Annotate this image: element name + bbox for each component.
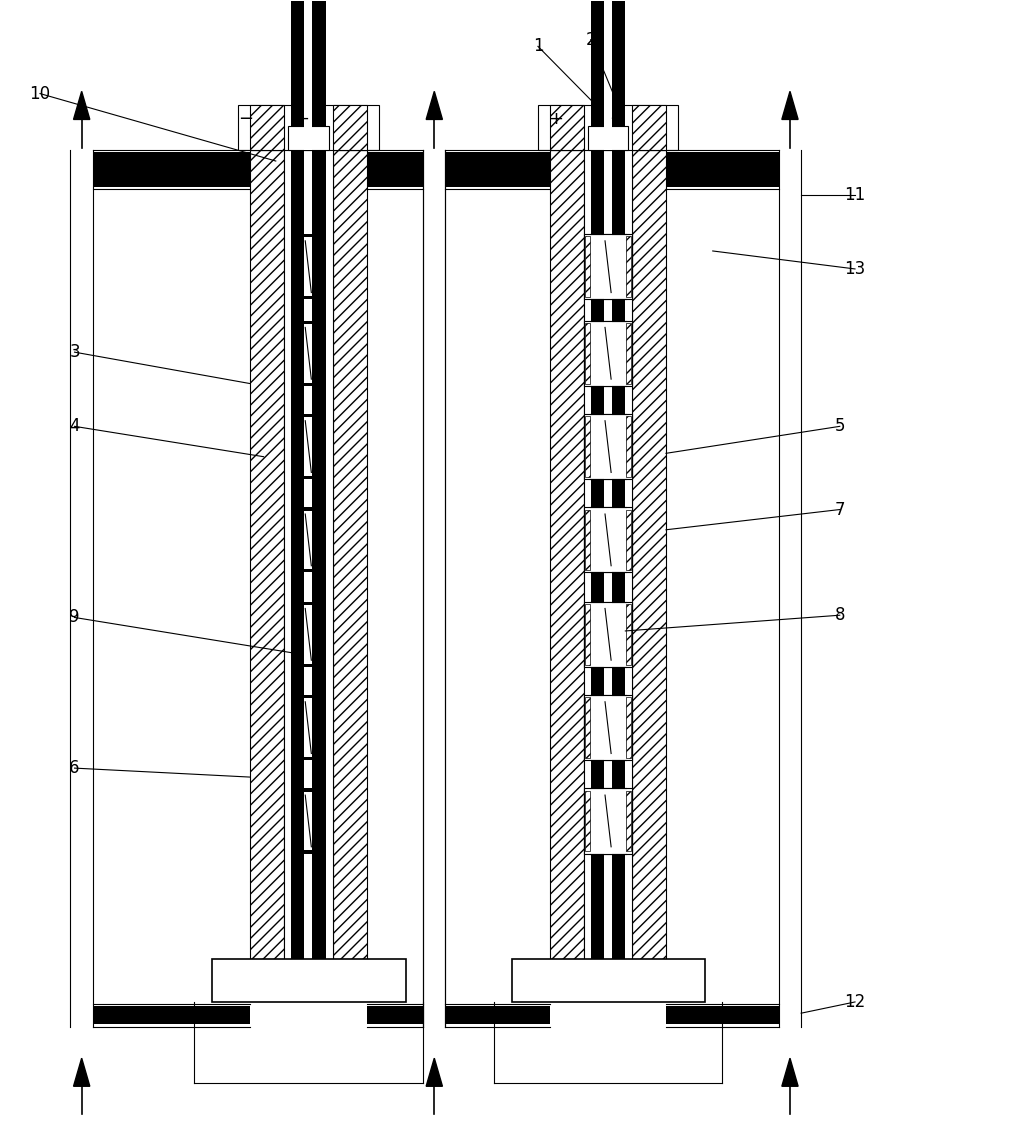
Bar	[291, 695, 325, 761]
Text: 12: 12	[845, 993, 866, 1011]
Polygon shape	[782, 1058, 798, 1086]
Bar	[604, 695, 612, 761]
Bar	[291, 0, 305, 959]
Bar	[585, 698, 590, 758]
Text: +: +	[293, 110, 309, 128]
Text: −: −	[608, 110, 624, 128]
Bar	[604, 414, 612, 479]
Bar	[305, 417, 313, 476]
Bar	[291, 414, 325, 479]
Bar	[585, 237, 590, 298]
Bar	[251, 150, 284, 959]
Bar	[291, 602, 325, 667]
Bar	[291, 789, 325, 853]
Bar	[627, 509, 632, 570]
Bar	[584, 789, 633, 853]
Bar	[93, 1006, 251, 1024]
Bar	[251, 105, 284, 150]
Text: 4: 4	[69, 417, 79, 435]
Text: 6: 6	[69, 760, 79, 778]
Bar	[585, 416, 590, 477]
Bar	[238, 105, 379, 150]
Polygon shape	[73, 1058, 90, 1086]
Bar	[612, 0, 626, 959]
Bar	[627, 791, 632, 851]
Bar	[585, 323, 590, 383]
Bar	[305, 325, 313, 382]
Polygon shape	[782, 91, 798, 119]
Text: 3: 3	[69, 343, 79, 361]
Bar	[585, 509, 590, 570]
Bar	[604, 150, 612, 959]
Text: 10: 10	[30, 85, 51, 103]
Bar	[666, 152, 779, 187]
Bar	[627, 237, 632, 298]
Bar	[585, 791, 590, 851]
Bar	[604, 234, 612, 300]
Bar	[604, 507, 612, 573]
Text: −: −	[237, 110, 253, 128]
Polygon shape	[426, 91, 442, 119]
Bar	[666, 1006, 779, 1024]
Bar	[584, 321, 633, 385]
Text: 13: 13	[845, 260, 866, 278]
Bar	[627, 604, 632, 665]
Bar	[604, 602, 612, 667]
Bar	[305, 150, 313, 959]
Bar	[212, 959, 406, 1002]
Bar	[512, 959, 704, 1002]
Bar	[445, 152, 550, 187]
Bar	[538, 105, 679, 150]
Text: 7: 7	[835, 500, 845, 518]
Bar	[550, 105, 584, 150]
Text: +: +	[548, 110, 562, 128]
Bar	[305, 605, 313, 664]
Bar	[584, 695, 633, 761]
Text: 9: 9	[69, 609, 79, 627]
Bar	[325, 150, 332, 959]
Bar	[305, 238, 313, 296]
Bar	[585, 604, 590, 665]
Bar	[332, 105, 367, 150]
Bar	[627, 698, 632, 758]
Bar	[633, 105, 666, 150]
Bar	[291, 234, 325, 300]
Bar	[367, 1006, 423, 1024]
Bar	[604, 321, 612, 385]
Bar	[332, 150, 367, 959]
Bar	[445, 1006, 550, 1024]
Text: 1: 1	[533, 37, 543, 55]
Bar	[584, 507, 633, 573]
Bar	[550, 150, 584, 959]
Bar	[588, 126, 629, 150]
Bar	[367, 152, 423, 187]
Bar	[584, 414, 633, 479]
Bar	[626, 150, 633, 959]
Text: 11: 11	[845, 186, 866, 204]
Bar	[627, 416, 632, 477]
Text: 8: 8	[835, 606, 845, 624]
Bar	[591, 0, 604, 959]
Bar	[291, 321, 325, 385]
Bar	[604, 789, 612, 853]
Bar	[288, 126, 328, 150]
Bar	[313, 0, 325, 959]
Bar	[604, 0, 612, 150]
Polygon shape	[73, 91, 90, 119]
Bar	[584, 234, 633, 300]
Bar	[627, 323, 632, 383]
Bar	[584, 150, 591, 959]
Bar	[284, 150, 291, 959]
Polygon shape	[426, 1058, 442, 1086]
Bar	[305, 791, 313, 850]
Bar	[633, 150, 666, 959]
Text: 2: 2	[586, 30, 596, 48]
Bar	[305, 0, 313, 150]
Bar	[305, 699, 313, 757]
Bar	[291, 507, 325, 573]
Text: 5: 5	[835, 417, 845, 435]
Bar	[584, 602, 633, 667]
Bar	[93, 152, 251, 187]
Bar	[305, 511, 313, 569]
